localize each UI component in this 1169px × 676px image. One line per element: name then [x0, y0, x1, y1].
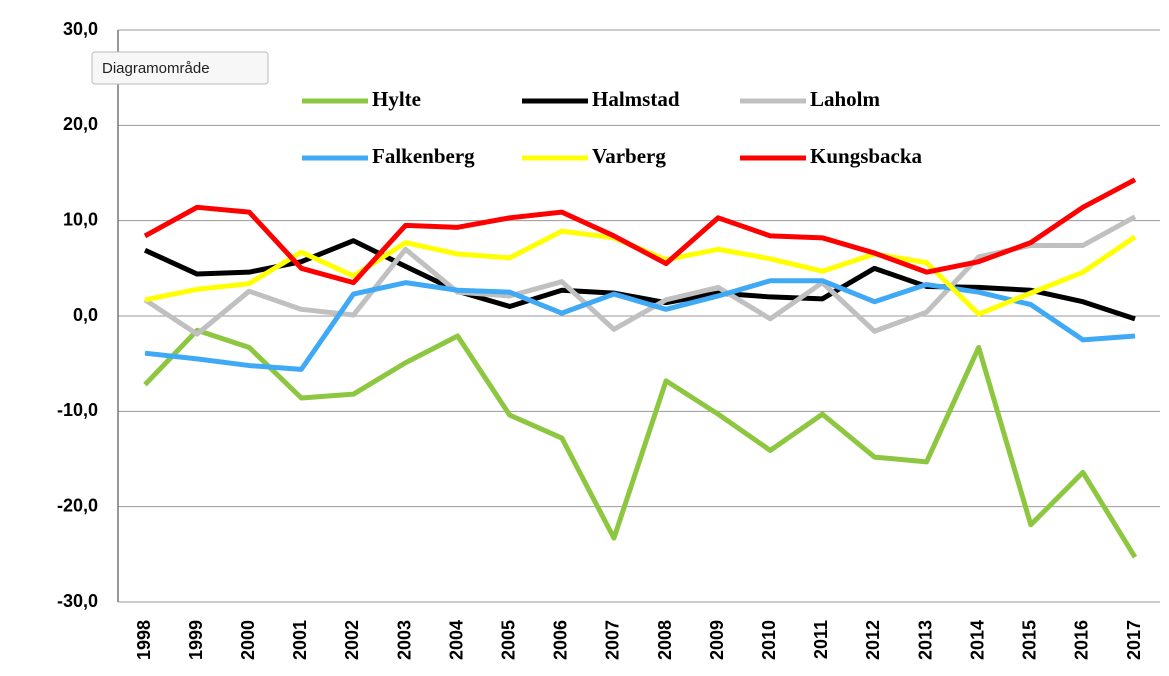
- legend-label: Laholm: [810, 87, 881, 111]
- x-tick-label: 2008: [655, 620, 675, 660]
- x-tick-label: 2003: [394, 620, 414, 660]
- tooltip-text: Diagramområde: [102, 60, 210, 77]
- y-tick-label: -10,0: [57, 400, 98, 420]
- legend-label: Varberg: [592, 144, 666, 168]
- y-tick-label: 10,0: [63, 209, 98, 229]
- series-line: [143, 177, 1137, 286]
- x-tick-label: 2013: [915, 620, 935, 660]
- legend: Hylte Halmstad Laholm Falkenberg Varberg Kung…: [302, 87, 923, 168]
- tooltip: Diagramområde: [91, 51, 269, 85]
- lines: [143, 177, 1138, 559]
- y-tick-label: -20,0: [57, 495, 98, 515]
- x-tick-label: 2016: [1072, 620, 1092, 660]
- x-tick-label: 1999: [186, 620, 206, 660]
- y-tick-label: 0,0: [73, 305, 98, 325]
- series-line: [144, 278, 1136, 372]
- x-tick-label: 2015: [1020, 620, 1040, 660]
- x-tick-label: 2005: [498, 620, 518, 660]
- x-tick-label: 2004: [446, 620, 466, 660]
- x-tick-label: 2006: [551, 620, 571, 660]
- x-tick-label: 2002: [342, 620, 362, 660]
- x-tick-label: 1998: [134, 620, 154, 660]
- legend-label: Falkenberg: [372, 144, 475, 168]
- x-tick-label: 2011: [811, 620, 831, 659]
- x-tick-label: 2012: [863, 620, 883, 660]
- x-tick-label: 2010: [759, 620, 779, 660]
- x-tick-label: 2000: [238, 620, 258, 660]
- y-tick-label: 30,0: [63, 19, 98, 39]
- legend-label: Halmstad: [592, 87, 680, 111]
- x-tick-label: 2009: [707, 620, 727, 660]
- legend-label: Kungsbacka: [810, 144, 923, 168]
- y-tick-label: 20,0: [63, 114, 98, 134]
- legend-label: Hylte: [372, 87, 421, 111]
- series-line: [143, 214, 1137, 337]
- x-tick-label: 2014: [967, 620, 987, 660]
- grid: -30,0 -20,0 -10,0 0,0 10,0 20,0 30,0 1998 1999 20…: [57, 19, 1160, 660]
- x-tick-label: 2007: [603, 620, 623, 660]
- y-tick-label: -30,0: [57, 591, 98, 611]
- series-line: [143, 327, 1138, 559]
- x-tick-label: 2017: [1124, 620, 1144, 660]
- x-tick-label: 2001: [290, 620, 310, 660]
- tooltip-box: [91, 51, 269, 85]
